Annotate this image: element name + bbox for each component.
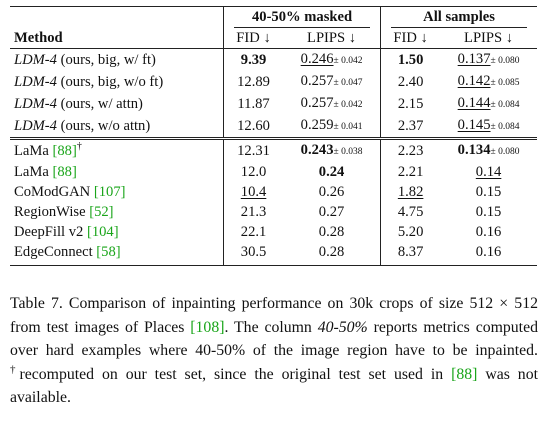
method-cell: LDM-4 (ours, w/ attn) [14, 96, 143, 112]
method-cell: EdgeConnect [58] [14, 244, 121, 260]
lpips-masked-cell: 0.257± 0.042 [300, 95, 363, 111]
lpips-all-cell: 0.16 [475, 244, 502, 260]
fid-header-masked: FID ↓ [223, 28, 284, 49]
fid-all-cell: 2.23 [380, 140, 441, 162]
column-header-row: Method FID ↓ LPIPS ↓ FID ↓ LPIPS ↓ [10, 28, 537, 49]
lpips-all-cell: 0.14 [475, 164, 502, 180]
reference-link[interactable]: [88] [451, 365, 478, 383]
table-row: LDM-4 (ours, big, w/o ft) 12.89 0.257± 0… [10, 71, 537, 93]
group-header-masked: 40-50% masked [222, 6, 381, 27]
table-row: DeepFill v2 [104] 22.1 0.28 5.20 0.16 [10, 222, 537, 242]
lpips-all-cell: 0.145± 0.084 [457, 117, 520, 133]
lpips-masked-cell: 0.257± 0.047 [300, 73, 363, 89]
reference-link[interactable]: [88] [52, 164, 77, 180]
lpips-all-cell: 0.142± 0.085 [457, 73, 520, 89]
method-cell: LaMa [88]† [14, 141, 82, 159]
fid-masked-cell: 12.60 [223, 115, 284, 139]
lpips-masked-cell: 0.26 [318, 184, 345, 200]
method-cell: LaMa [88] [14, 164, 77, 180]
fid-all-cell: 2.40 [380, 71, 441, 93]
fid-all-cell: 2.21 [380, 162, 441, 182]
method-cell: LDM-4 (ours, big, w/o ft) [14, 74, 164, 90]
fid-masked-cell: 12.89 [223, 71, 284, 93]
lpips-masked-cell: 0.28 [318, 244, 345, 260]
table-row: EdgeConnect [58] 30.5 0.28 8.37 0.16 [10, 242, 537, 262]
lpips-all-cell: 0.15 [475, 204, 502, 220]
group-header-row: 40-50% masked All samples [10, 6, 537, 27]
lpips-all-cell: 0.16 [475, 224, 502, 240]
method-cell: DeepFill v2 [104] [14, 224, 119, 240]
fid-masked-cell: 12.0 [223, 162, 284, 182]
lpips-masked-cell: 0.259± 0.041 [300, 117, 363, 133]
method-cell: LDM-4 (ours, w/o attn) [14, 118, 151, 134]
fid-masked-cell: 30.5 [223, 242, 284, 262]
lpips-header-all: LPIPS ↓ [464, 30, 514, 46]
lpips-masked-cell: 0.27 [318, 204, 345, 220]
fid-masked-cell: 9.39 [223, 49, 284, 71]
table-row: LaMa [88] 12.0 0.24 2.21 0.14 [10, 162, 537, 182]
fid-header-all: FID ↓ [380, 28, 441, 49]
fid-all-cell: 5.20 [380, 222, 441, 242]
lpips-header-masked: LPIPS ↓ [307, 30, 357, 46]
table-row: RegionWise [52] 21.3 0.27 4.75 0.15 [10, 202, 537, 222]
reference-link[interactable]: [104] [86, 224, 119, 240]
table-row: LDM-4 (ours, w/o attn) 12.60 0.259± 0.04… [10, 115, 537, 139]
table-row: CoModGAN [107] 10.4 0.26 1.82 0.15 [10, 182, 537, 202]
method-cell: RegionWise [52] [14, 204, 114, 220]
fid-masked-cell: 21.3 [223, 202, 284, 222]
lpips-all-cell: 0.144± 0.084 [457, 95, 520, 111]
table-row: LaMa [88]† 12.31 0.243± 0.038 2.23 0.134… [10, 140, 537, 162]
table-row: LDM-4 (ours, w/ attn) 11.87 0.257± 0.042… [10, 93, 537, 115]
fid-all-cell: 2.15 [380, 93, 441, 115]
lpips-masked-cell: 0.28 [318, 224, 345, 240]
lpips-all-cell: 0.137± 0.080 [457, 51, 520, 67]
table-caption: Table 7. Comparison of inpainting perfor… [10, 295, 538, 407]
fid-all-cell: 2.37 [380, 115, 441, 139]
fid-masked-cell: 22.1 [223, 222, 284, 242]
fid-all-cell: 8.37 [380, 242, 441, 262]
fid-masked-cell: 12.31 [223, 140, 284, 162]
group-header-all: All samples [380, 6, 537, 27]
lpips-masked-cell: 0.243± 0.038 [300, 142, 363, 158]
lpips-all-cell: 0.15 [475, 184, 502, 200]
reference-link[interactable]: [108] [190, 318, 225, 336]
lpips-all-cell: 0.134± 0.080 [457, 142, 520, 158]
method-cell: CoModGAN [107] [14, 184, 126, 200]
reference-link[interactable]: [52] [89, 204, 114, 220]
reference-link[interactable]: [107] [93, 184, 126, 200]
fid-all-cell: 1.82 [380, 182, 441, 202]
lpips-masked-cell: 0.246± 0.042 [300, 51, 363, 67]
results-table: 40-50% masked All samples Method FID ↓ L… [10, 6, 537, 266]
fid-all-cell: 4.75 [380, 202, 441, 222]
reference-link[interactable]: [58] [96, 244, 121, 260]
table-row: LDM-4 (ours, big, w/ ft) 9.39 0.246± 0.0… [10, 49, 537, 71]
fid-masked-cell: 10.4 [223, 182, 284, 202]
reference-link[interactable]: [88] [52, 143, 77, 159]
fid-masked-cell: 11.87 [223, 93, 284, 115]
method-header: Method [14, 30, 63, 46]
method-cell: LDM-4 (ours, big, w/ ft) [14, 52, 156, 68]
fid-all-cell: 1.50 [380, 49, 441, 71]
lpips-masked-cell: 0.24 [318, 164, 345, 180]
